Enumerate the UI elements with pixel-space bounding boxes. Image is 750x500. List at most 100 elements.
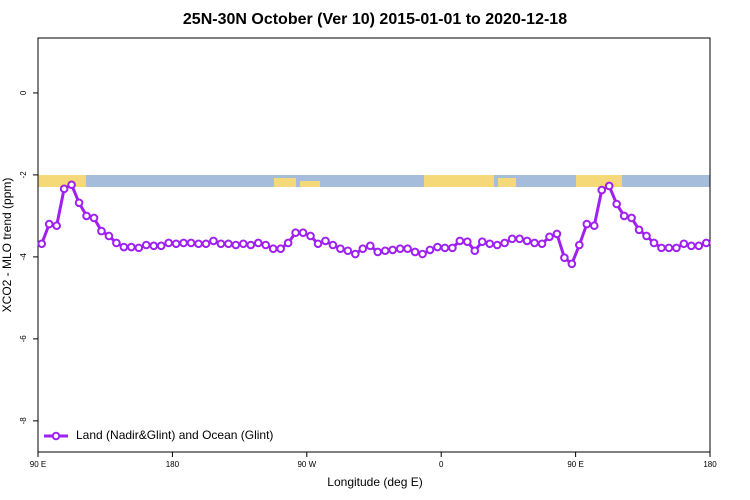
data-point xyxy=(552,229,562,239)
data-point xyxy=(82,211,91,221)
data-point xyxy=(171,239,181,249)
data-point xyxy=(37,239,47,249)
data-point xyxy=(164,238,173,248)
data-point xyxy=(373,247,383,257)
data-point xyxy=(365,241,375,251)
data-point xyxy=(440,243,450,253)
x-tick-label: 0 xyxy=(439,460,444,469)
data-point xyxy=(74,198,84,208)
data-point xyxy=(112,238,121,248)
data-point xyxy=(515,234,524,244)
data-point xyxy=(141,240,151,250)
data-point xyxy=(194,239,203,249)
data-point xyxy=(336,244,345,253)
data-point xyxy=(470,246,480,256)
y-tick-label: -8 xyxy=(19,417,28,425)
data-point xyxy=(530,238,539,248)
data-point xyxy=(268,244,278,253)
legend-label: Land (Nadir&Glint) and Ocean (Glint) xyxy=(76,428,273,442)
x-axis-label: Longitude (deg E) xyxy=(327,475,422,489)
data-point xyxy=(604,181,614,191)
data-point xyxy=(321,236,330,246)
data-point xyxy=(239,239,248,249)
data-point xyxy=(283,238,293,248)
data-point xyxy=(619,211,629,221)
data-point xyxy=(403,244,412,253)
data-point xyxy=(89,213,99,223)
data-point xyxy=(380,246,390,256)
data-point xyxy=(507,234,517,244)
data-point xyxy=(358,244,368,253)
data-point xyxy=(313,239,323,249)
data-point xyxy=(455,236,465,246)
y-tick-label: -6 xyxy=(19,335,28,343)
data-point xyxy=(59,184,69,194)
data-point xyxy=(201,239,211,249)
data-point xyxy=(410,247,420,257)
y-tick-label: 0 xyxy=(19,90,28,95)
y-tick-label: -4 xyxy=(19,253,28,261)
data-point xyxy=(485,239,495,249)
data-point xyxy=(179,238,188,248)
data-point xyxy=(433,242,442,252)
data-point xyxy=(186,238,196,248)
data-point xyxy=(672,243,681,253)
data-point xyxy=(664,243,674,253)
chart-title: 25N-30N October (Ver 10) 2015-01-01 to 2… xyxy=(183,11,567,28)
data-point xyxy=(463,237,472,247)
data-point xyxy=(597,185,607,195)
data-point xyxy=(634,225,644,235)
data-point xyxy=(52,221,61,231)
data-point xyxy=(253,238,263,248)
data-point xyxy=(97,226,106,236)
data-point xyxy=(679,239,689,249)
data-point xyxy=(537,239,547,249)
data-point xyxy=(261,240,271,250)
data-point xyxy=(246,240,256,250)
data-point xyxy=(627,213,636,223)
data-point xyxy=(701,238,711,248)
data-point xyxy=(67,180,76,190)
data-point xyxy=(418,249,427,259)
data-point xyxy=(127,242,136,252)
data-point xyxy=(134,243,144,253)
x-tick-label: 90 E xyxy=(567,460,583,469)
y-axis-label: XCO2 - MLO trend (ppm) xyxy=(0,178,14,313)
surface-band xyxy=(38,175,710,187)
data-point xyxy=(687,241,696,251)
data-point xyxy=(328,240,338,250)
data-point xyxy=(291,228,300,238)
data-point xyxy=(657,243,666,253)
data-point xyxy=(492,240,502,250)
data-point xyxy=(425,245,435,255)
data-point xyxy=(343,246,353,256)
data-point xyxy=(642,231,651,241)
data-point xyxy=(522,236,532,246)
data-point xyxy=(649,238,659,248)
data-point xyxy=(612,199,621,209)
data-point xyxy=(694,241,704,251)
y-tick-label: -2 xyxy=(19,171,28,179)
x-tick-label: 180 xyxy=(166,460,180,469)
data-point xyxy=(276,244,285,253)
data-point xyxy=(149,241,159,251)
data-point xyxy=(560,253,569,263)
data-point xyxy=(567,259,577,269)
data-point xyxy=(298,228,308,238)
data-point xyxy=(388,245,397,255)
data-point xyxy=(448,243,457,253)
data-point xyxy=(582,219,592,229)
data-point xyxy=(156,241,166,251)
data-point xyxy=(231,240,241,250)
data-point xyxy=(44,219,54,229)
data-point xyxy=(104,231,114,241)
data-point xyxy=(500,238,509,248)
data-point xyxy=(477,237,487,247)
x-tick-label: 90 E xyxy=(30,460,46,469)
legend-marker xyxy=(51,431,61,441)
x-tick-label: 90 W xyxy=(297,460,316,469)
data-point xyxy=(209,236,218,246)
data-point xyxy=(306,231,315,241)
data-point xyxy=(395,244,405,253)
